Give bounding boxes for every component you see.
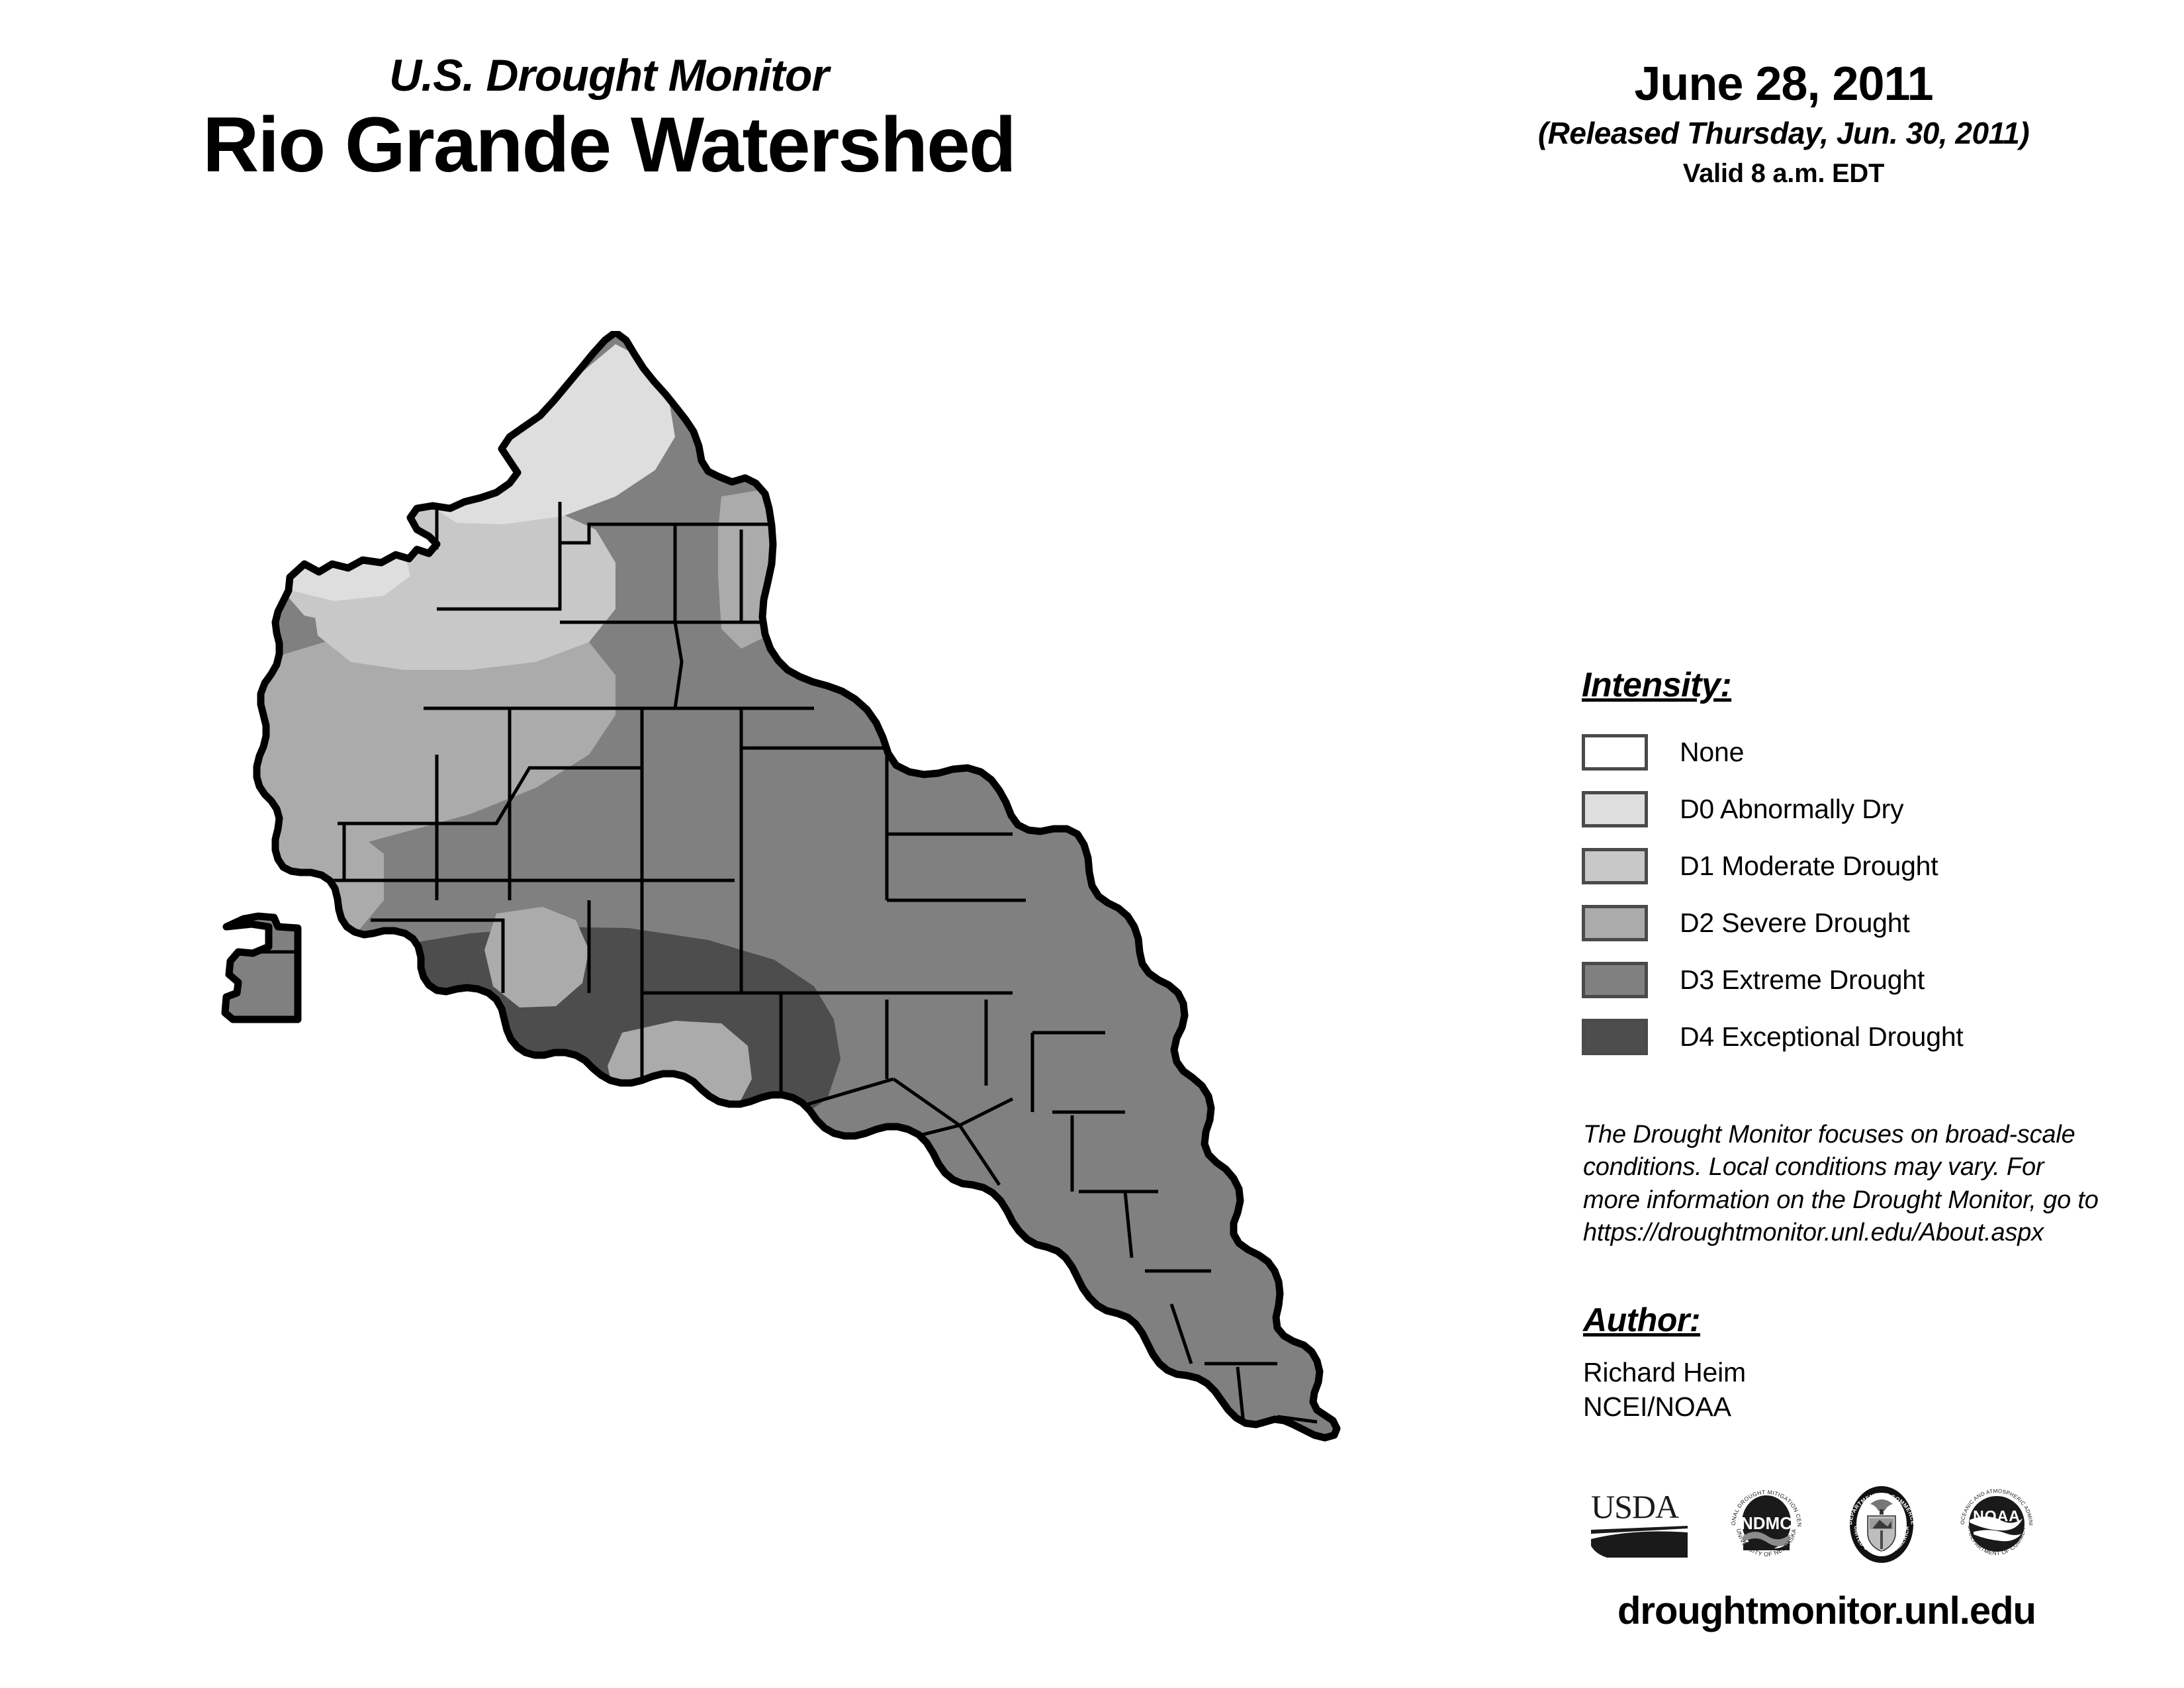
legend-item-d3[interactable]: D3 Extreme Drought <box>1582 951 2058 1008</box>
western-panhandle-block <box>221 912 302 1023</box>
usda-logo: USDA <box>1588 1485 1694 1564</box>
legend-label-d1: D1 Moderate Drought <box>1680 850 1938 881</box>
drought-fill-layers <box>257 332 1337 1438</box>
legend-swatch-d3 <box>1582 961 1648 998</box>
title-block: U.S. Drought Monitor Rio Grande Watershe… <box>0 53 1218 184</box>
page-title: Rio Grande Watershed <box>203 101 1017 189</box>
legend-item-none[interactable]: None <box>1582 724 2058 780</box>
ndmc-logo: NDMC NATIONAL DROUGHT MITIGATION CENTER … <box>1723 1481 1809 1568</box>
legend-swatch-d2 <box>1582 904 1648 941</box>
author-name: Richard Heim <box>1583 1357 1746 1387</box>
fill-d2-ne-colorado <box>718 490 794 649</box>
legend-label-d3: D3 Extreme Drought <box>1680 964 1925 995</box>
legend-swatch-d0 <box>1582 790 1648 827</box>
footer-url[interactable]: droughtmonitor.unl.edu <box>1617 1589 2036 1632</box>
legend-label-d0: D0 Abnormally Dry <box>1680 793 1904 824</box>
legend-swatch-d1 <box>1582 847 1648 884</box>
drought-map <box>218 331 1410 1589</box>
noaa-logo: NOAA NATIONAL OCEANIC AND ATMOSPHERIC AD… <box>1954 1481 2040 1568</box>
date-block: June 28, 2011 (Released Thursday, Jun. 3… <box>1509 58 2058 189</box>
legend-title: Intensity: <box>1582 666 1732 704</box>
watershed-map-svg <box>221 331 1341 1442</box>
disclaimer-text: The Drought Monitor focuses on broad-sca… <box>1583 1121 2099 1247</box>
legend-label-d4: D4 Exceptional Drought <box>1680 1021 1964 1052</box>
intensity-legend: Intensity: None D0 Abnormally Dry D1 Mod… <box>1582 665 2058 1065</box>
valid-time: Valid 8 a.m. EDT <box>1682 159 1885 189</box>
legend-item-d2[interactable]: D2 Severe Drought <box>1582 894 2058 951</box>
fill-d2-texas-pocket-a <box>484 907 589 1008</box>
legend-label-d2: D2 Severe Drought <box>1680 907 1910 938</box>
legend-item-d1[interactable]: D1 Moderate Drought <box>1582 837 2058 894</box>
doc-seal-logo: DEPARTMENT OF COMMERCE UNITED STATES OF … <box>1839 1481 1925 1568</box>
svg-text:USDA: USDA <box>1591 1488 1679 1525</box>
legend-item-d0[interactable]: D0 Abnormally Dry <box>1582 780 2058 837</box>
legend-label-none: None <box>1680 736 1745 767</box>
svg-text:NOAA: NOAA <box>1973 1507 2021 1524</box>
watershed-outline <box>253 331 1341 1442</box>
legend-item-d4[interactable]: D4 Exceptional Drought <box>1582 1008 2058 1065</box>
fill-d3 <box>257 332 1337 1438</box>
svg-text:NDMC: NDMC <box>1741 1513 1792 1533</box>
author-block: Author: Richard Heim NCEI/NOAA <box>1583 1301 2060 1425</box>
legend-swatch-none <box>1582 733 1648 771</box>
fill-d2-northern-nm <box>258 616 615 867</box>
partner-logos: USDA NDMC NATIONAL DROUGHT MITIGATION CE… <box>1588 1466 2065 1582</box>
author-affiliation: NCEI/NOAA <box>1583 1391 1731 1423</box>
program-subtitle: U.S. Drought Monitor <box>389 50 829 101</box>
author-heading: Author: <box>1583 1301 1701 1338</box>
legend-swatch-d4 <box>1582 1018 1648 1055</box>
release-date: (Released Thursday, Jun. 30, 2011) <box>1537 115 2030 150</box>
valid-date: June 28, 2011 <box>1634 58 1933 111</box>
